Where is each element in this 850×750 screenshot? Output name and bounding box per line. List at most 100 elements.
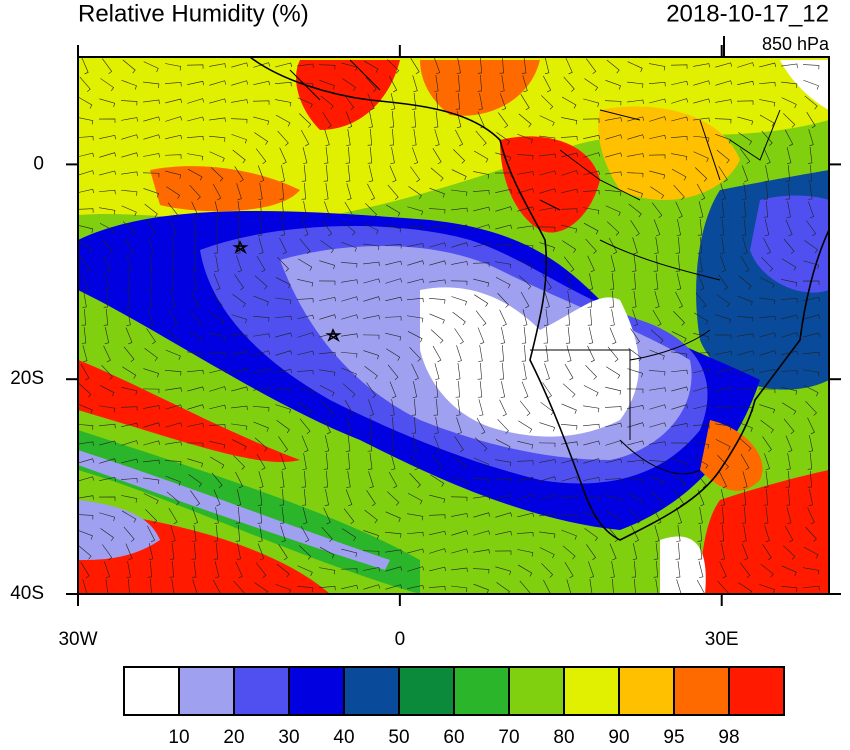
wind-barb — [258, 525, 263, 542]
wind-barb — [565, 57, 573, 75]
wind-barb — [517, 188, 535, 194]
wind-barb — [233, 580, 245, 594]
wind-barb — [517, 243, 534, 250]
wind-barb — [323, 164, 328, 182]
wind-barb — [454, 328, 464, 345]
map-frame — [77, 56, 830, 595]
wind-barb — [390, 399, 395, 416]
wind-barb — [411, 93, 417, 110]
wind-barb — [104, 273, 110, 290]
wind-barb — [148, 255, 153, 272]
wind-barb — [715, 423, 732, 431]
wind-barb — [517, 440, 534, 449]
wind-barb — [653, 543, 659, 560]
wind-barb — [737, 421, 753, 432]
wind-barb — [78, 170, 95, 176]
wind-barb — [125, 291, 130, 308]
wind-barb — [341, 352, 358, 358]
wind-barb — [191, 255, 197, 272]
wind-barb — [236, 183, 242, 201]
wind-barb — [565, 308, 570, 326]
wind-barb — [362, 334, 380, 340]
wind-barb — [410, 166, 421, 183]
wind-barb — [319, 260, 336, 270]
wind-barb — [605, 134, 623, 140]
wind-barb — [694, 456, 709, 469]
wind-barb — [168, 309, 178, 327]
colorbar-box — [508, 666, 565, 716]
wind-barb — [213, 489, 221, 507]
wind-barb — [99, 423, 116, 429]
wind-barb — [297, 585, 314, 592]
wind-barb — [280, 453, 286, 471]
wind-barb — [78, 188, 94, 194]
wind-barb — [764, 471, 769, 488]
wind-barb — [299, 113, 312, 128]
wind-barb — [429, 242, 447, 248]
wind-barb — [740, 255, 750, 273]
wind-barb — [214, 561, 220, 579]
colorbar-box — [343, 666, 400, 716]
wind-barb — [434, 363, 440, 381]
field-area — [296, 60, 400, 130]
wind-barb — [632, 291, 637, 308]
wind-barb — [143, 368, 159, 378]
wind-barb — [803, 351, 820, 357]
wind-barb — [692, 424, 710, 429]
wind-barb — [495, 512, 513, 518]
wind-barb — [671, 351, 688, 359]
wind-barb — [671, 98, 689, 104]
wind-barb — [81, 308, 86, 326]
wind-barb — [495, 494, 513, 500]
wind-barb — [582, 496, 600, 502]
wind-barb — [563, 76, 575, 92]
wind-barb — [319, 314, 337, 320]
wind-barb — [786, 507, 792, 525]
wind-barb — [187, 423, 204, 428]
wind-barb — [451, 476, 467, 486]
wind-barb — [674, 490, 684, 507]
wind-barb — [452, 455, 466, 470]
wind-barb — [408, 186, 422, 200]
wind-barb — [186, 64, 204, 69]
wind-barb — [165, 98, 183, 104]
wind-barb — [258, 183, 263, 200]
colorbar-box — [618, 666, 675, 716]
wind-barb — [150, 579, 152, 594]
wind-barb — [231, 62, 249, 68]
wind-barb — [323, 147, 329, 164]
wind-barb — [477, 57, 483, 74]
wind-barb — [585, 238, 597, 254]
wind-barb — [671, 404, 689, 410]
wind-barb — [103, 255, 111, 273]
wind-barb — [257, 165, 265, 183]
wind-barb — [495, 276, 511, 289]
wind-barb — [320, 95, 334, 110]
wind-barb — [123, 526, 135, 542]
wind-barb — [429, 298, 446, 304]
wind-barb — [164, 460, 182, 466]
wind-barb — [367, 129, 372, 146]
colorbar-box — [178, 666, 235, 716]
wind-barb — [429, 548, 447, 554]
wind-barb — [101, 364, 113, 380]
wind-barb — [737, 387, 754, 392]
wind-barb — [473, 224, 491, 230]
wind-barb — [232, 149, 246, 164]
wind-barb — [474, 294, 489, 307]
wind-barb — [298, 545, 312, 560]
wind-barb — [434, 75, 439, 92]
wind-barb — [78, 136, 94, 141]
wind-barb — [171, 579, 175, 594]
wind-barb — [676, 273, 682, 290]
wind-barb — [539, 547, 555, 559]
colorbar-label: 40 — [333, 727, 354, 748]
wind-barb — [780, 370, 798, 375]
wind-barb — [301, 489, 307, 506]
wind-barb — [538, 226, 556, 232]
wind-barb — [676, 579, 682, 594]
wind-barb — [737, 80, 754, 86]
wind-barb — [143, 81, 160, 88]
field-area — [420, 60, 540, 116]
wind-barb — [213, 237, 218, 254]
